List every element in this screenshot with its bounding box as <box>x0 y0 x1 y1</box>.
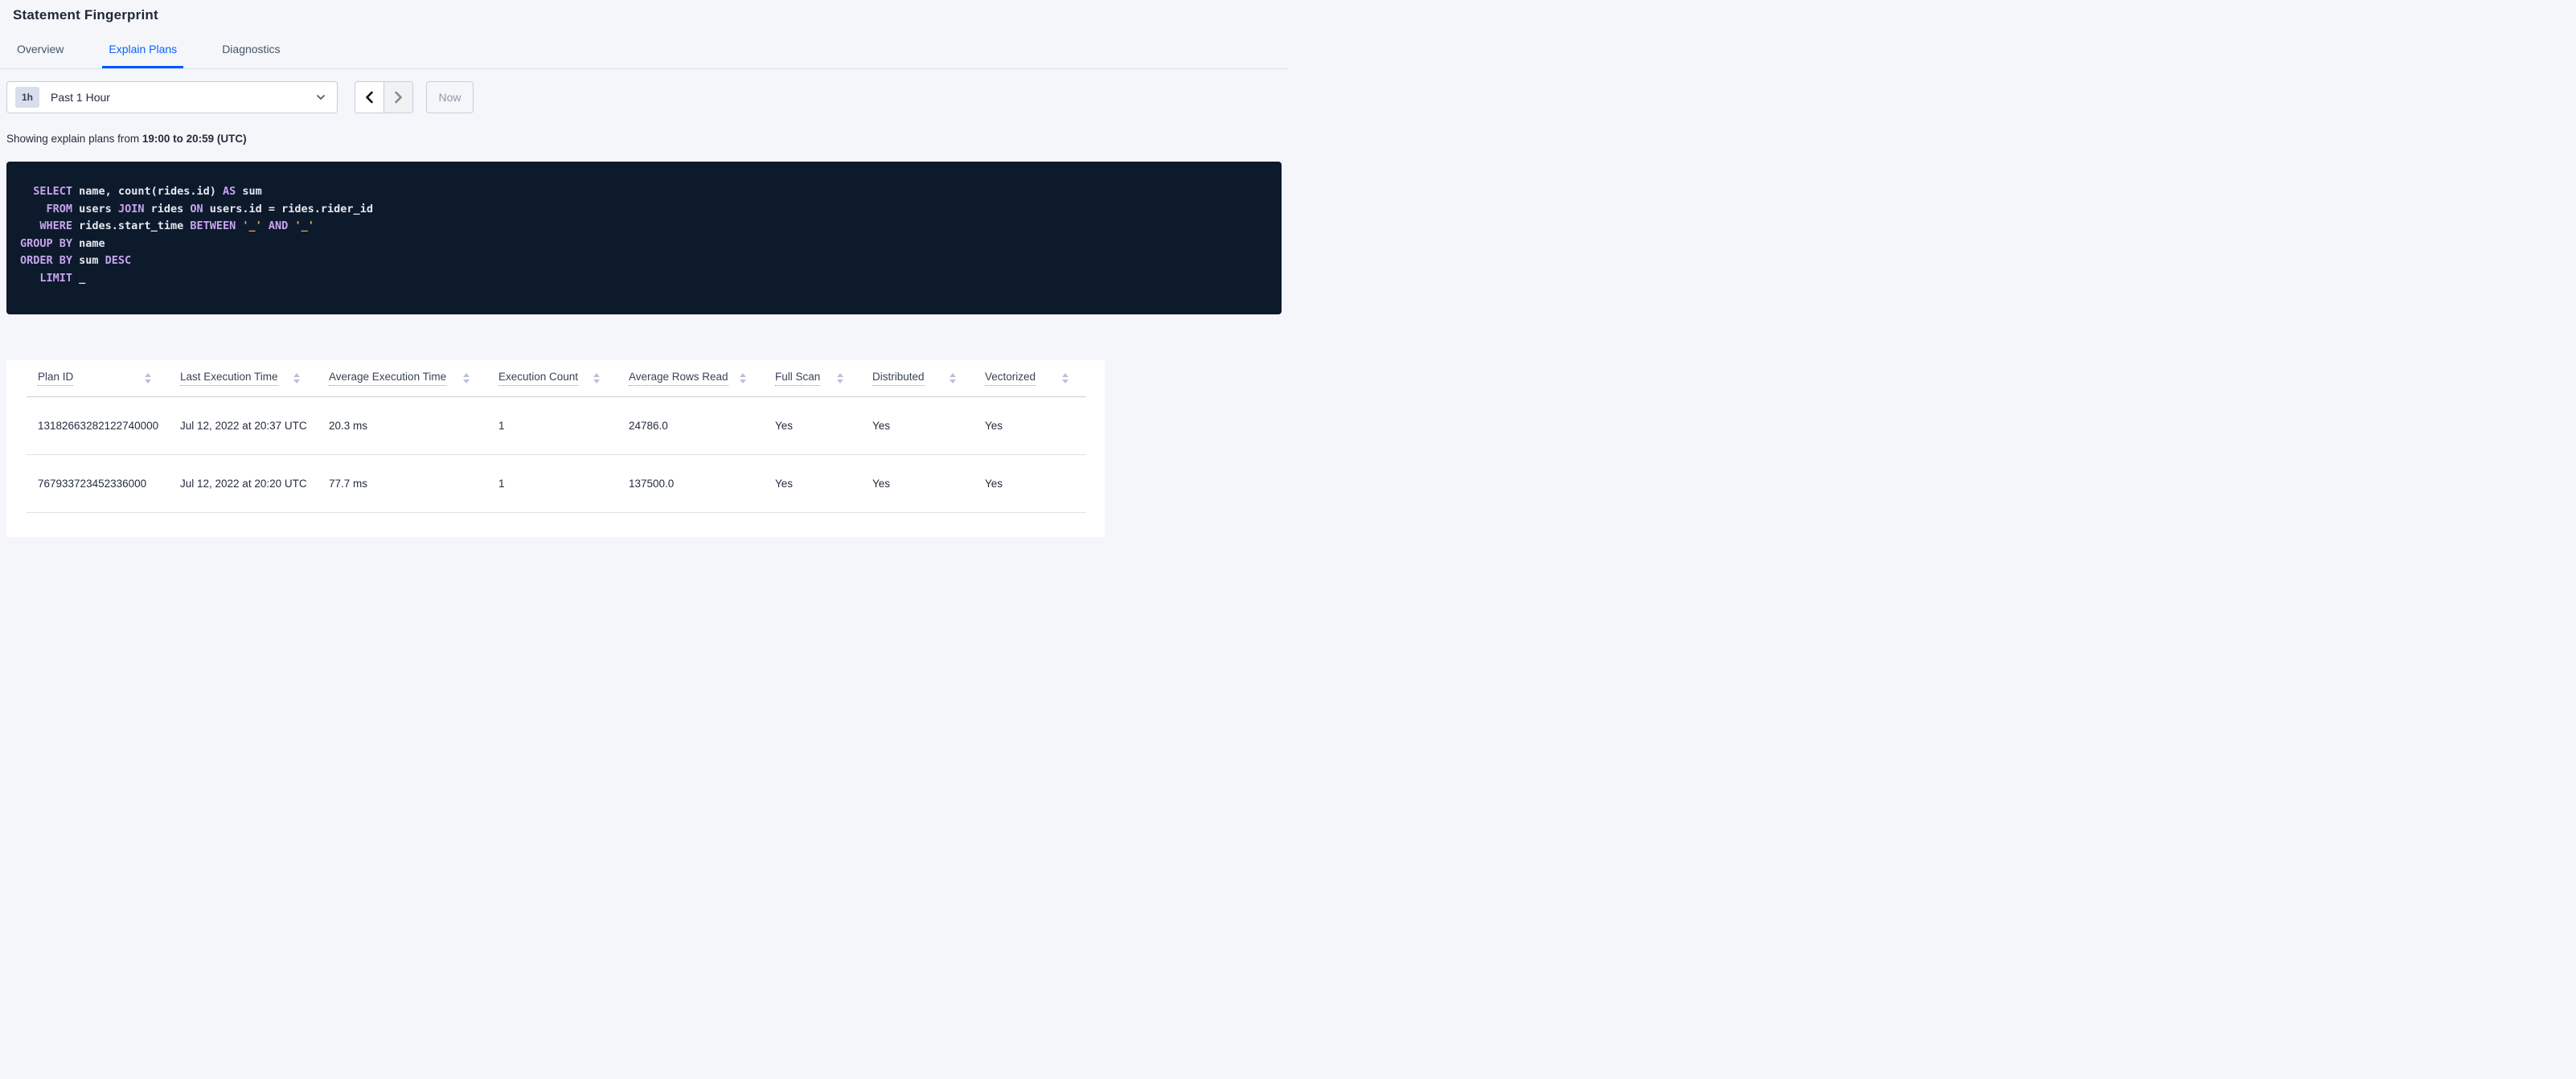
table-cell: 24786.0 <box>617 396 764 455</box>
sort-icon[interactable] <box>463 373 470 384</box>
explain-plans-table-card: Plan ID Last Execution Time Average Execut… <box>6 360 1105 537</box>
previous-interval-button[interactable] <box>355 82 384 113</box>
tab-explain-plans[interactable]: Explain Plans <box>102 43 184 68</box>
column-header-execution-count[interactable]: Execution Count <box>487 360 617 397</box>
column-header-label[interactable]: Average Rows Read <box>629 371 728 386</box>
explain-plans-table: Plan ID Last Execution Time Average Execut… <box>27 360 1086 513</box>
sql-statement-code: SELECT name, count(rides.id) AS sum FROM… <box>20 183 1265 287</box>
tab-bar: Overview Explain Plans Diagnostics <box>0 23 1288 69</box>
sort-icon[interactable] <box>293 373 300 384</box>
time-pager <box>355 81 413 113</box>
sort-icon[interactable] <box>593 373 600 384</box>
column-header-label[interactable]: Plan ID <box>38 371 74 386</box>
showing-plans-status: Showing explain plans from 19:00 to 20:5… <box>6 133 1288 145</box>
time-range-badge: 1h <box>15 87 40 108</box>
page-title: Statement Fingerprint <box>13 7 158 23</box>
column-header-label[interactable]: Distributed <box>872 371 925 386</box>
table-cell: 137500.0 <box>617 454 764 513</box>
plan-id-cell: 767933723452336000 <box>27 454 169 513</box>
next-interval-button[interactable] <box>384 82 412 113</box>
plan-id-cell: 13182663282122740000 <box>27 396 169 455</box>
sort-icon[interactable] <box>740 373 746 384</box>
sql-code-line: GROUP BY name <box>20 236 105 250</box>
sql-code-line: WHERE rides.start_time BETWEEN '_' AND '… <box>39 219 314 232</box>
sql-code-line: SELECT name, count(rides.id) AS sum <box>33 185 262 198</box>
tab-diagnostics[interactable]: Diagnostics <box>222 43 281 55</box>
table-cell: Yes <box>974 396 1086 455</box>
table-row: 13182663282122740000 Jul 12, 2022 at 20:3… <box>27 396 1086 455</box>
column-header-average-rows-read[interactable]: Average Rows Read <box>617 360 764 397</box>
table-cell: Yes <box>861 396 974 455</box>
column-header-label[interactable]: Full Scan <box>775 371 821 386</box>
column-header-average-execution-time[interactable]: Average Execution Time <box>318 360 487 397</box>
tab-overview[interactable]: Overview <box>17 43 64 55</box>
time-range-select[interactable]: 1h Past 1 Hour <box>6 81 338 113</box>
sql-statement-box: SELECT name, count(rides.id) AS sum FROM… <box>6 162 1282 314</box>
table-cell: Yes <box>764 396 861 455</box>
table-cell: 1 <box>487 454 617 513</box>
table-cell: Yes <box>861 454 974 513</box>
status-time-range: 19:00 to 20:59 (UTC) <box>142 133 247 145</box>
table-cell: Jul 12, 2022 at 20:37 UTC <box>169 396 318 455</box>
chevron-right-icon <box>395 91 402 104</box>
now-button[interactable]: Now <box>426 81 474 113</box>
time-controls: 1h Past 1 Hour Now <box>6 81 1275 113</box>
time-range-label: Past 1 Hour <box>51 91 110 104</box>
sort-icon[interactable] <box>1062 373 1069 384</box>
sql-code-line: FROM users JOIN rides ON users.id = ride… <box>46 202 373 215</box>
table-header-row: Plan ID Last Execution Time Average Execut… <box>27 360 1086 397</box>
chevron-down-icon <box>316 94 326 101</box>
sort-icon[interactable] <box>837 373 843 384</box>
column-header-label[interactable]: Last Execution Time <box>180 371 278 386</box>
sort-icon[interactable] <box>950 373 956 384</box>
column-header-label[interactable]: Execution Count <box>498 371 579 386</box>
table-cell: 20.3 ms <box>318 396 487 455</box>
status-prefix: Showing explain plans from <box>6 133 142 145</box>
column-header-last-execution-time[interactable]: Last Execution Time <box>169 360 318 397</box>
statement-fingerprint-page: Statement Fingerprint Overview Explain P… <box>0 0 1288 537</box>
sql-code-line: ORDER BY sum DESC <box>20 254 132 267</box>
column-header-distributed[interactable]: Distributed <box>861 360 974 397</box>
chevron-left-icon <box>366 91 373 104</box>
column-header-vectorized[interactable]: Vectorized <box>974 360 1086 397</box>
table-cell: Yes <box>764 454 861 513</box>
column-header-label[interactable]: Average Execution Time <box>329 371 447 386</box>
sort-icon[interactable] <box>145 373 151 384</box>
table-cell: 77.7 ms <box>318 454 487 513</box>
table-row: 767933723452336000 Jul 12, 2022 at 20:20 … <box>27 454 1086 513</box>
column-header-full-scan[interactable]: Full Scan <box>764 360 861 397</box>
table-cell: Jul 12, 2022 at 20:20 UTC <box>169 454 318 513</box>
column-header-label[interactable]: Vectorized <box>985 371 1036 386</box>
table-cell: 1 <box>487 396 617 455</box>
column-header-plan-id[interactable]: Plan ID <box>27 360 169 397</box>
sql-code-line: LIMIT _ <box>39 271 86 285</box>
table-cell: Yes <box>974 454 1086 513</box>
